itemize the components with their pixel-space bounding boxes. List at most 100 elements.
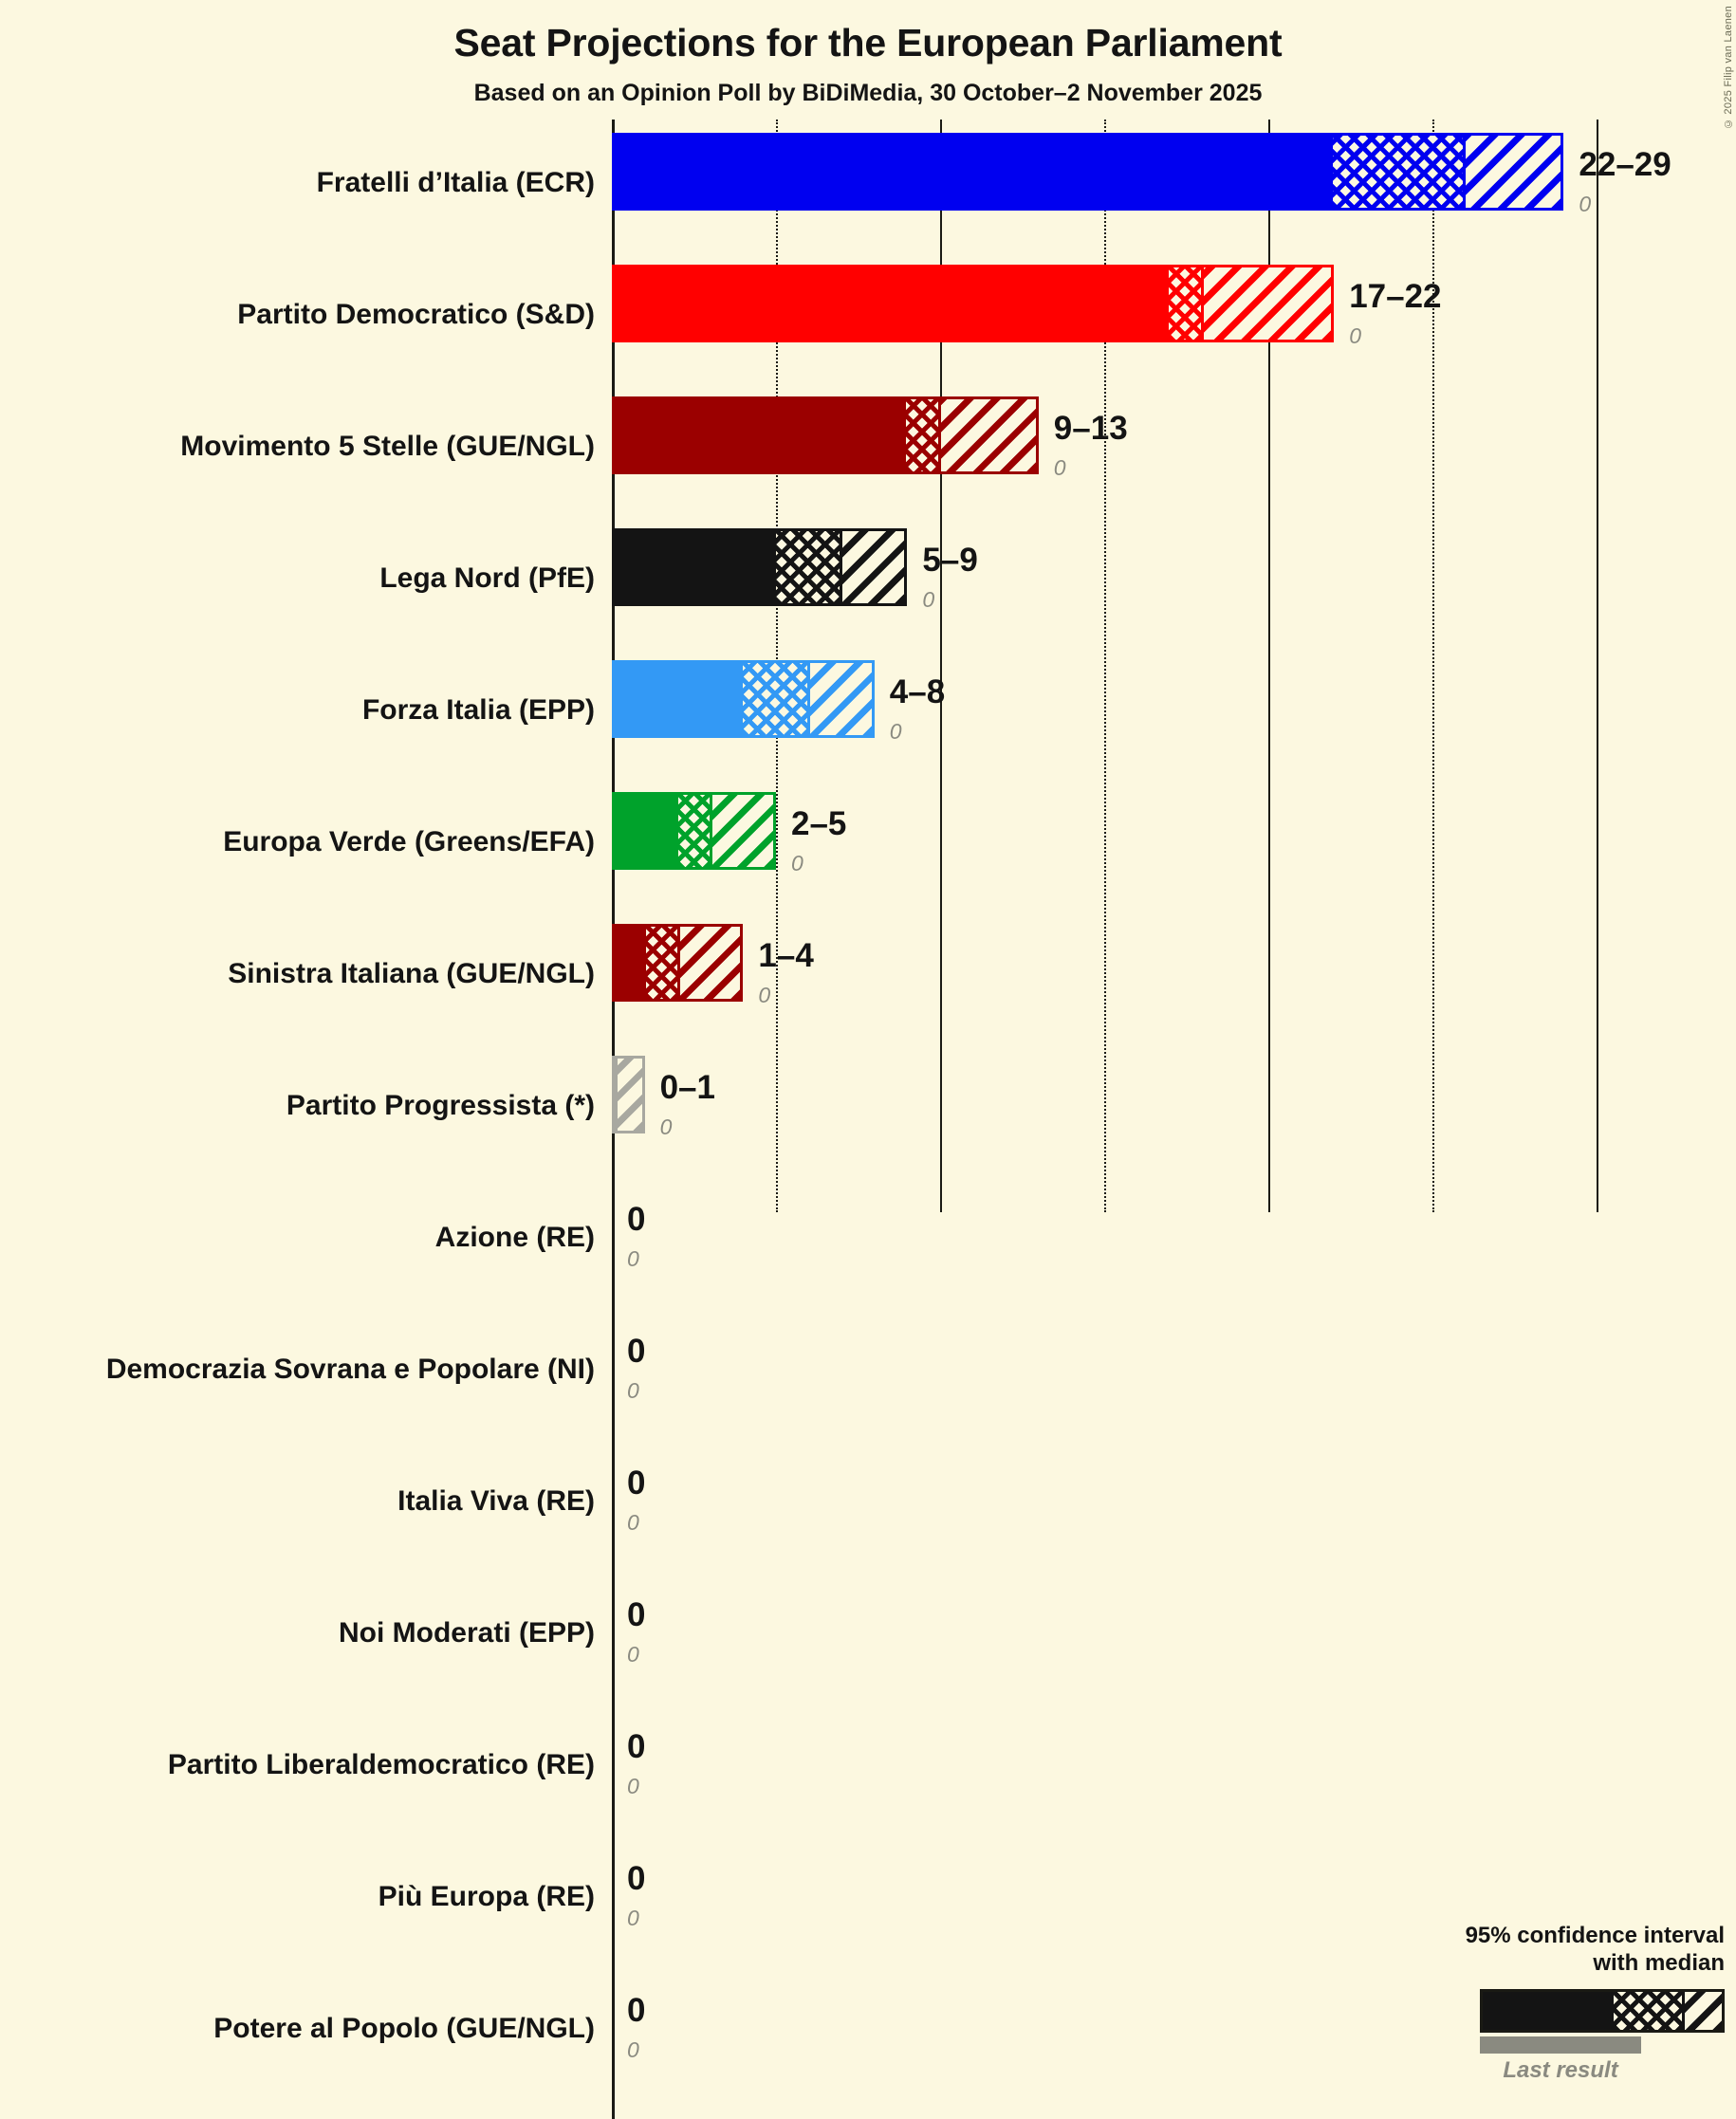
bar-segment-solid xyxy=(615,136,1333,208)
legend-line-2: with median xyxy=(1593,1950,1725,1977)
confidence-interval-bar xyxy=(612,133,1564,211)
party-label: Più Europa (RE) xyxy=(378,1881,595,1912)
last-result-value: 0 xyxy=(627,2037,639,2062)
bar-segment-median-crosshatch xyxy=(775,531,840,603)
bar-row: Partito Progressista (*) 0–1 0 xyxy=(0,1042,1736,1174)
bar-segment-median-crosshatch xyxy=(906,399,939,471)
bar-row: Noi Moderati (EPP) 0 0 xyxy=(0,1570,1736,1702)
party-label: Fratelli d’Italia (ECR) xyxy=(316,167,595,198)
bar-segment-solid xyxy=(615,267,1169,340)
legend-last-result-label: Last result xyxy=(1503,2056,1618,2083)
last-result-value: 0 xyxy=(627,1774,639,1798)
legend-bar-wrap: Last result xyxy=(1374,1988,1725,2083)
party-label: Sinistra Italiana (GUE/NGL) xyxy=(228,958,595,989)
seat-range-value: 9–13 xyxy=(1053,410,1128,447)
confidence-interval-bar xyxy=(612,1056,645,1133)
confidence-interval-bar xyxy=(612,924,744,1002)
bar-row: Lega Nord (PfE) 5–9 0 xyxy=(0,515,1736,647)
party-label: Democrazia Sovrana e Popolare (NI) xyxy=(105,1354,595,1385)
bar-row: Democrazia Sovrana e Popolare (NI) 0 0 xyxy=(0,1306,1736,1438)
last-result-value: 0 xyxy=(922,587,935,612)
legend: 95% confidence interval with median Last… xyxy=(1374,1922,1725,2083)
party-label: Movimento 5 Stelle (GUE/NGL) xyxy=(180,431,595,462)
confidence-interval-bar xyxy=(612,660,875,738)
bar-segment-solid xyxy=(615,663,744,735)
party-label: Azione (RE) xyxy=(434,1222,595,1253)
bar-row: Europa Verde (Greens/EFA) 2–5 0 xyxy=(0,779,1736,911)
last-result-value: 0 xyxy=(1579,192,1592,216)
party-label: Noi Moderati (EPP) xyxy=(338,1617,595,1649)
last-result-value: 0 xyxy=(627,1246,639,1271)
bar-segment-median-crosshatch xyxy=(1168,267,1201,340)
confidence-interval-bar xyxy=(612,528,908,606)
bar-segment-upper-hatch xyxy=(807,663,872,735)
seat-range-value: 2–5 xyxy=(791,805,847,842)
bar-segment-upper-hatch xyxy=(840,531,905,603)
bar-segment-upper-hatch xyxy=(710,795,773,867)
bar-segment-solid xyxy=(615,795,678,867)
bar-row: Sinistra Italiana (GUE/NGL) 1–4 0 xyxy=(0,911,1736,1042)
bar-segment-solid xyxy=(615,531,776,603)
last-result-value: 0 xyxy=(627,1906,639,1930)
last-result-value: 0 xyxy=(1053,455,1066,480)
confidence-interval-bar xyxy=(612,265,1335,342)
party-label: Partito Progressista (*) xyxy=(286,1090,595,1121)
party-label: Italia Viva (RE) xyxy=(397,1485,595,1517)
seat-range-value: 1–4 xyxy=(758,937,814,974)
bar-row: Italia Viva (RE) 0 0 xyxy=(0,1438,1736,1570)
seat-range-value: 5–9 xyxy=(922,542,978,579)
last-result-value: 0 xyxy=(627,1642,639,1667)
seat-range-value: 0 xyxy=(627,1992,646,2029)
seat-range-value: 0–1 xyxy=(659,1069,715,1106)
bar-segment-median-crosshatch xyxy=(743,663,808,735)
bar-row: Potere al Popolo (GUE/NGL) 0 0 xyxy=(0,1965,1736,2097)
bar-segment-median-crosshatch xyxy=(646,927,678,999)
seat-range-value: 0 xyxy=(627,1728,646,1765)
bar-segment-upper-hatch xyxy=(1200,267,1332,340)
bar-row: Più Europa (RE) 0 0 xyxy=(0,1833,1736,1965)
last-result-value: 0 xyxy=(627,1378,639,1403)
bar-segment-solid xyxy=(615,927,647,999)
last-result-value: 0 xyxy=(627,1510,639,1535)
party-label: Potere al Popolo (GUE/NGL) xyxy=(213,2013,595,2044)
bar-row: Movimento 5 Stelle (GUE/NGL) 9–13 0 xyxy=(0,383,1736,515)
legend-segment-crosshatch xyxy=(1614,1991,1682,2030)
seat-range-value: 17–22 xyxy=(1349,278,1442,315)
legend-segment-solid xyxy=(1483,1991,1614,2030)
bar-segment-upper-hatch xyxy=(677,927,741,999)
last-result-value: 0 xyxy=(889,719,902,744)
seat-range-value: 4–8 xyxy=(889,673,946,710)
legend-sample-bar xyxy=(1480,1988,1725,2033)
bar-segment-solid xyxy=(615,399,907,471)
bar-row: Partito Democratico (S&D) 17–22 0 xyxy=(0,251,1736,383)
gridline-10 xyxy=(940,120,942,1212)
legend-line-1: 95% confidence interval xyxy=(1465,1923,1725,1948)
bar-segment-upper-hatch xyxy=(615,1059,642,1131)
bar-row: Azione (RE) 0 0 xyxy=(0,1174,1736,1306)
gridline-20 xyxy=(1268,120,1270,1212)
party-label: Forza Italia (EPP) xyxy=(361,694,595,726)
last-result-value: 0 xyxy=(758,983,771,1007)
legend-last-result-bar xyxy=(1480,2036,1641,2054)
gridline-15 xyxy=(1104,120,1106,1212)
seat-range-value: 0 xyxy=(627,1465,646,1502)
party-label: Europa Verde (Greens/EFA) xyxy=(223,826,595,857)
gridline-30 xyxy=(1597,120,1598,1212)
last-result-value: 0 xyxy=(1349,323,1361,348)
party-label: Partito Liberaldemocratico (RE) xyxy=(167,1749,595,1780)
confidence-interval-bar xyxy=(612,792,776,870)
seat-range-value: 0 xyxy=(627,1201,646,1238)
party-label: Lega Nord (PfE) xyxy=(379,562,595,594)
bar-segment-median-crosshatch xyxy=(1332,136,1464,208)
bar-row: Forza Italia (EPP) 4–8 0 xyxy=(0,647,1736,779)
party-label: Partito Democratico (S&D) xyxy=(237,299,595,330)
last-result-value: 0 xyxy=(659,1115,673,1139)
seat-range-value: 0 xyxy=(627,1596,646,1633)
bar-row: Fratelli d’Italia (ECR) 22–29 0 xyxy=(0,120,1736,251)
confidence-interval-bar xyxy=(612,396,1039,474)
bar-segment-median-crosshatch xyxy=(677,795,711,867)
seat-range-value: 0 xyxy=(627,1333,646,1370)
page-subtitle: Based on an Opinion Poll by BiDiMedia, 3… xyxy=(473,80,1263,106)
seat-range-value: 0 xyxy=(627,1860,646,1897)
